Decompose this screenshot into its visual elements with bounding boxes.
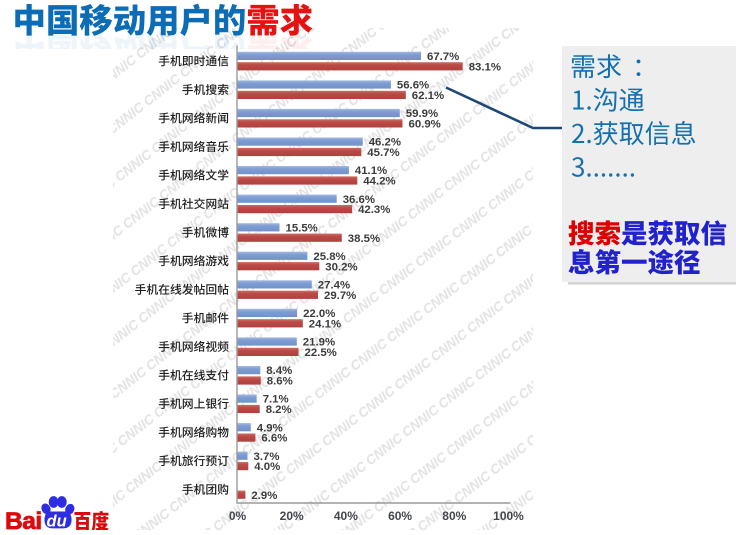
svg-text:0%: 0% (229, 509, 247, 523)
svg-text:80%: 80% (442, 509, 466, 523)
svg-text:42.3%: 42.3% (358, 204, 390, 216)
svg-text:4.9%: 4.9% (257, 422, 283, 434)
svg-text:44.2%: 44.2% (363, 176, 395, 188)
svg-text:21.9%: 21.9% (303, 337, 335, 349)
svg-text:36.6%: 36.6% (343, 194, 375, 206)
svg-text:59.9%: 59.9% (406, 108, 438, 120)
svg-text:38.5%: 38.5% (348, 233, 380, 245)
svg-text:2.9%: 2.9% (251, 490, 277, 502)
svg-text:8.6%: 8.6% (267, 376, 293, 388)
svg-text:8.4%: 8.4% (266, 365, 292, 377)
svg-text:22.0%: 22.0% (303, 308, 335, 320)
svg-text:67.7%: 67.7% (427, 51, 459, 63)
svg-text:83.1%: 83.1% (469, 61, 501, 73)
svg-text:45.7%: 45.7% (367, 147, 399, 159)
svg-text:7.1%: 7.1% (263, 394, 289, 406)
svg-text:8.2%: 8.2% (266, 404, 292, 416)
svg-text:56.6%: 56.6% (397, 80, 429, 92)
svg-text:20%: 20% (280, 509, 304, 523)
svg-text:4.0%: 4.0% (254, 461, 280, 473)
svg-text:30.2%: 30.2% (325, 261, 357, 273)
svg-text:62.1%: 62.1% (412, 90, 444, 102)
svg-text:3.7%: 3.7% (254, 451, 280, 463)
svg-text:27.4%: 27.4% (318, 280, 350, 292)
svg-text:40%: 40% (334, 509, 358, 523)
svg-text:100%: 100% (493, 509, 524, 523)
svg-text:60%: 60% (388, 509, 412, 523)
svg-text:6.6%: 6.6% (261, 433, 287, 445)
svg-text:Bai: Bai (5, 508, 42, 530)
svg-text:du: du (47, 513, 67, 531)
svg-text:15.5%: 15.5% (286, 222, 318, 234)
svg-text:22.5%: 22.5% (305, 347, 337, 359)
svg-text:46.2%: 46.2% (369, 137, 401, 149)
svg-text:29.7%: 29.7% (324, 290, 356, 302)
svg-text:25.8%: 25.8% (313, 251, 345, 263)
svg-text:24.1%: 24.1% (309, 318, 341, 330)
svg-text:60.9%: 60.9% (409, 119, 441, 131)
svg-text:41.1%: 41.1% (355, 165, 387, 177)
